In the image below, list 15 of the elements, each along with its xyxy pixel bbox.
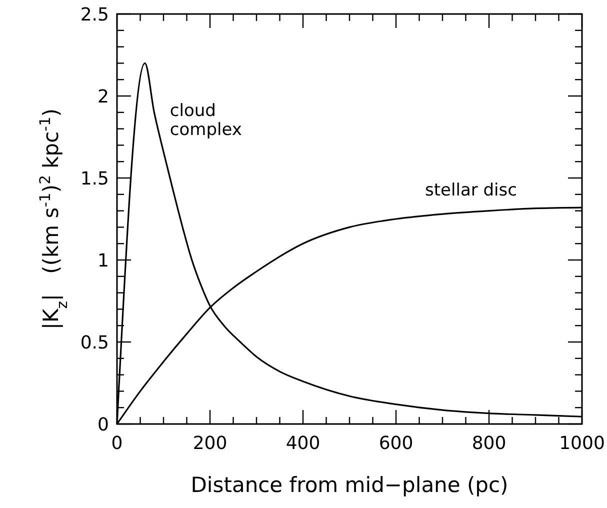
y-tick-label: 0.5 xyxy=(80,332,109,354)
series-label: cloud complex xyxy=(170,101,242,140)
y-tick-label: 1.5 xyxy=(80,168,109,190)
series-label: stellar disc xyxy=(425,180,517,201)
x-tick-label: 1000 xyxy=(559,433,605,454)
x-tick-label: 800 xyxy=(472,433,506,454)
y-tick-label: 2.5 xyxy=(80,4,109,26)
x-axis-title: Distance from mid−plane (pc) xyxy=(190,473,508,497)
y-tick-label: 1 xyxy=(98,250,109,272)
y-tick-label: 2 xyxy=(98,86,109,108)
x-tick-label: 600 xyxy=(378,433,414,454)
x-tick-label: 200 xyxy=(192,433,228,454)
y-tick-label: 0 xyxy=(98,414,109,436)
x-tick-label: 400 xyxy=(286,433,320,454)
x-tick-label: 0 xyxy=(111,433,123,454)
